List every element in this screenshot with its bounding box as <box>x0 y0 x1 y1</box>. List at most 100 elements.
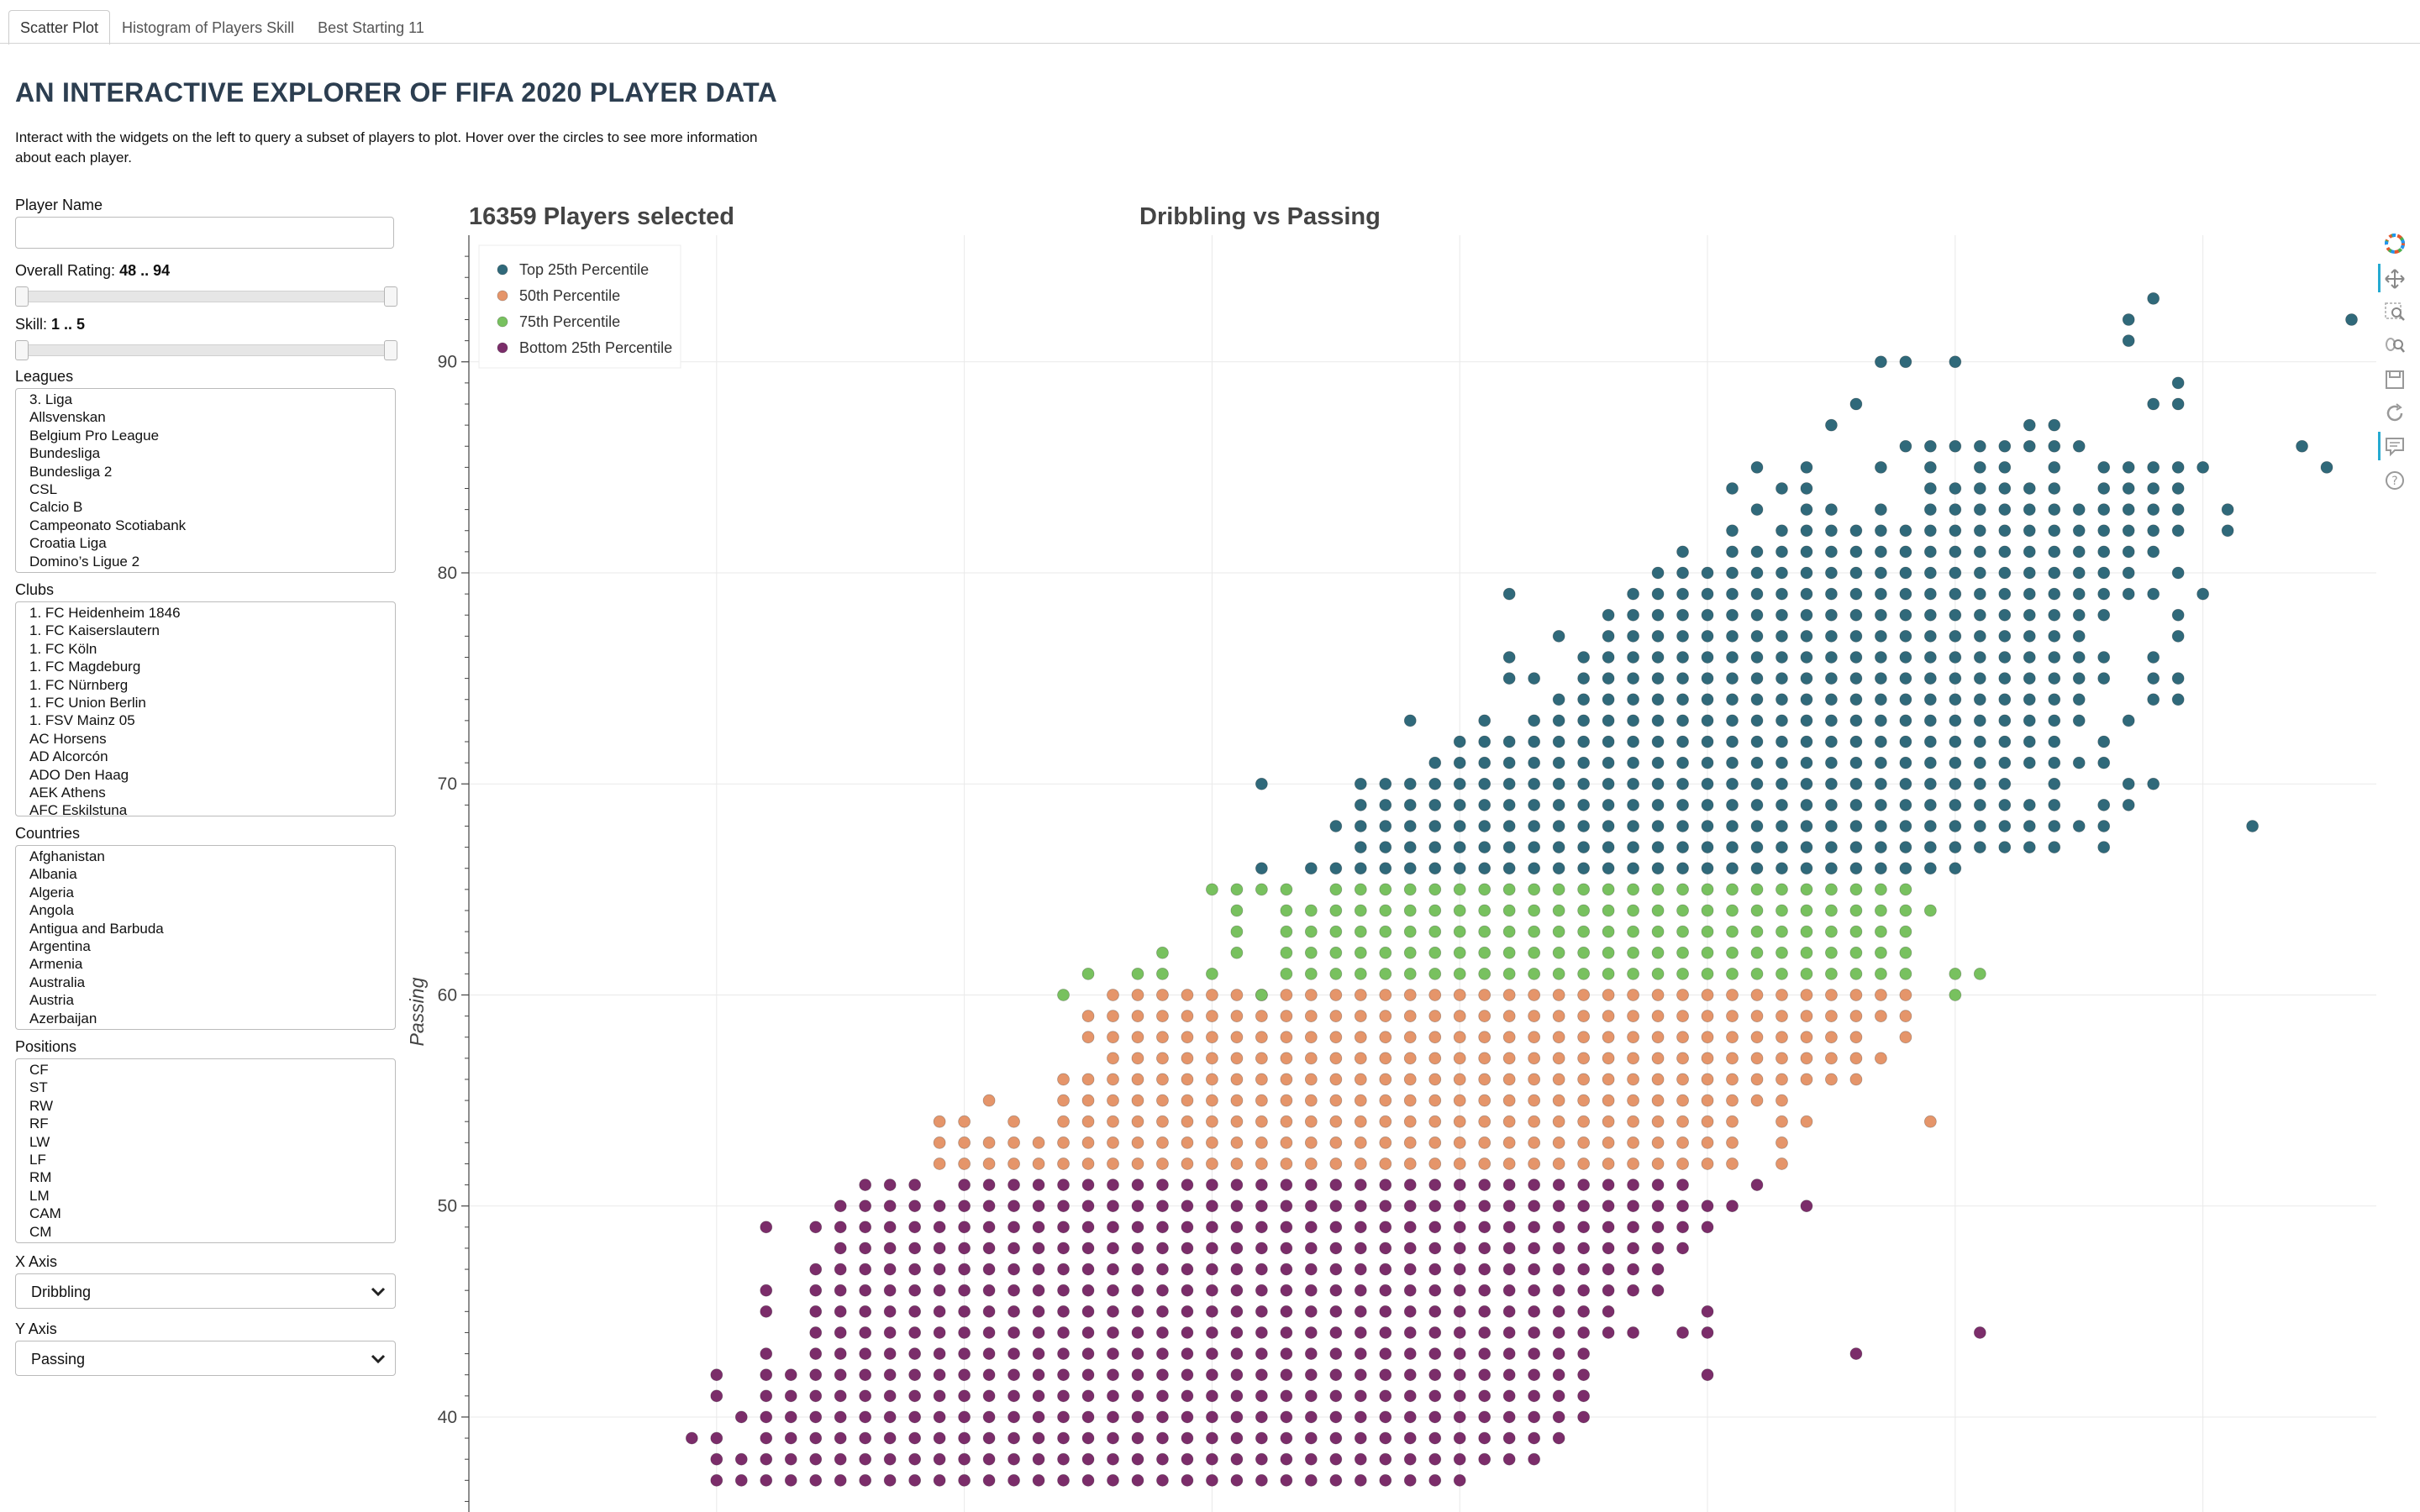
data-point[interactable] <box>809 1263 823 1276</box>
data-point[interactable] <box>1502 1305 1516 1318</box>
data-point[interactable] <box>1701 967 1714 980</box>
data-point[interactable] <box>710 1389 723 1403</box>
list-option[interactable]: ADO Den Haag <box>29 766 129 783</box>
data-point[interactable] <box>1502 756 1516 769</box>
data-point[interactable] <box>1131 1052 1144 1065</box>
data-point[interactable] <box>1502 904 1516 917</box>
data-point[interactable] <box>1354 1347 1367 1360</box>
data-point[interactable] <box>1206 1431 1218 1445</box>
data-point[interactable] <box>1651 608 1665 622</box>
data-point[interactable] <box>1750 946 1764 959</box>
data-point[interactable] <box>1726 1031 1739 1044</box>
data-point[interactable] <box>1651 1158 1665 1170</box>
data-point[interactable] <box>1280 1010 1293 1022</box>
data-point[interactable] <box>2048 693 2061 706</box>
list-option[interactable]: Afghanistan <box>29 848 105 864</box>
data-point[interactable] <box>710 1452 723 1466</box>
data-point[interactable] <box>859 1179 872 1191</box>
data-point[interactable] <box>1651 1136 1665 1149</box>
data-point[interactable] <box>2097 566 2111 580</box>
data-point[interactable] <box>1354 777 1367 790</box>
data-point[interactable] <box>1329 1452 1343 1466</box>
data-point[interactable] <box>859 1284 872 1297</box>
data-point[interactable] <box>1081 1431 1095 1445</box>
data-point[interactable] <box>1478 1410 1491 1424</box>
data-point[interactable] <box>1949 482 1962 495</box>
data-point[interactable] <box>1131 1094 1144 1107</box>
list-option[interactable]: Antigua and Barbuda <box>29 920 164 937</box>
data-point[interactable] <box>1627 1115 1639 1128</box>
data-point[interactable] <box>685 1431 698 1445</box>
data-point[interactable] <box>1354 1200 1367 1213</box>
data-point[interactable] <box>809 1452 823 1466</box>
data-point[interactable] <box>1206 1305 1218 1318</box>
data-point[interactable] <box>1750 841 1764 853</box>
data-point[interactable] <box>958 1368 971 1382</box>
data-point[interactable] <box>1329 1368 1343 1382</box>
data-point[interactable] <box>1899 1031 1912 1044</box>
data-point[interactable] <box>1800 1010 1813 1022</box>
y-axis-select[interactable]: Passing <box>15 1341 396 1376</box>
player-name-input[interactable] <box>15 217 394 249</box>
data-point[interactable] <box>1329 1158 1343 1170</box>
data-point[interactable] <box>1874 545 1887 559</box>
data-point[interactable] <box>1230 1179 1244 1191</box>
data-point[interactable] <box>760 1221 773 1234</box>
data-point[interactable] <box>1602 651 1615 664</box>
data-point[interactable] <box>1502 1179 1516 1191</box>
data-point[interactable] <box>1800 503 1813 517</box>
data-point[interactable] <box>2097 672 2111 685</box>
data-point[interactable] <box>1131 1368 1144 1382</box>
data-point[interactable] <box>1230 883 1244 896</box>
data-point[interactable] <box>2171 460 2185 474</box>
data-point[interactable] <box>1800 756 1813 769</box>
data-point[interactable] <box>1403 820 1417 832</box>
data-point[interactable] <box>1007 1136 1020 1149</box>
data-point[interactable] <box>2147 651 2160 664</box>
data-point[interactable] <box>2023 693 2036 706</box>
data-point[interactable] <box>1478 1221 1491 1234</box>
data-point[interactable] <box>1676 1158 1689 1170</box>
data-point[interactable] <box>1453 1094 1466 1107</box>
data-point[interactable] <box>1206 1410 1218 1424</box>
data-point[interactable] <box>1502 989 1516 1001</box>
data-point[interactable] <box>1081 1010 1095 1022</box>
data-point[interactable] <box>1528 756 1541 769</box>
data-point[interactable] <box>1230 1452 1244 1466</box>
data-point[interactable] <box>1552 1073 1565 1086</box>
data-point[interactable] <box>1923 503 1937 517</box>
list-option[interactable]: Allsvenskan <box>29 409 106 426</box>
data-point[interactable] <box>1280 967 1293 980</box>
data-point[interactable] <box>1057 1389 1070 1403</box>
data-point[interactable] <box>1776 820 1788 832</box>
data-point[interactable] <box>1776 1094 1788 1107</box>
data-point[interactable] <box>1428 925 1442 938</box>
list-option[interactable]: CSL <box>29 480 58 497</box>
data-point[interactable] <box>1726 841 1739 853</box>
data-point[interactable] <box>1403 904 1417 917</box>
data-point[interactable] <box>1825 756 1838 769</box>
data-point[interactable] <box>908 1221 922 1234</box>
data-point[interactable] <box>1973 967 1986 980</box>
data-point[interactable] <box>1825 777 1838 790</box>
data-point[interactable] <box>1354 989 1367 1001</box>
data-point[interactable] <box>1800 629 1813 643</box>
data-point[interactable] <box>958 1136 971 1149</box>
data-point[interactable] <box>1552 1115 1565 1128</box>
data-point[interactable] <box>1825 946 1838 959</box>
data-point[interactable] <box>1428 1347 1442 1360</box>
data-point[interactable] <box>1181 1284 1194 1297</box>
data-point[interactable] <box>1453 1115 1466 1128</box>
data-point[interactable] <box>1131 1073 1144 1086</box>
data-point[interactable] <box>1131 1347 1144 1360</box>
data-point[interactable] <box>1973 820 1986 832</box>
data-point[interactable] <box>1627 651 1639 664</box>
data-point[interactable] <box>1849 566 1863 580</box>
data-point[interactable] <box>908 1263 922 1276</box>
data-point[interactable] <box>2097 503 2111 517</box>
data-point[interactable] <box>1726 672 1739 685</box>
data-point[interactable] <box>1577 1347 1591 1360</box>
data-point[interactable] <box>1007 1242 1020 1255</box>
data-point[interactable] <box>1776 1031 1788 1044</box>
data-point[interactable] <box>1453 1452 1466 1466</box>
